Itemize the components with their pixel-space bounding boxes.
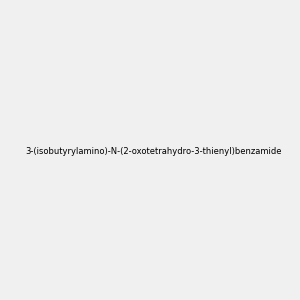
Text: 3-(isobutyrylamino)-N-(2-oxotetrahydro-3-thienyl)benzamide: 3-(isobutyrylamino)-N-(2-oxotetrahydro-3… xyxy=(26,147,282,156)
